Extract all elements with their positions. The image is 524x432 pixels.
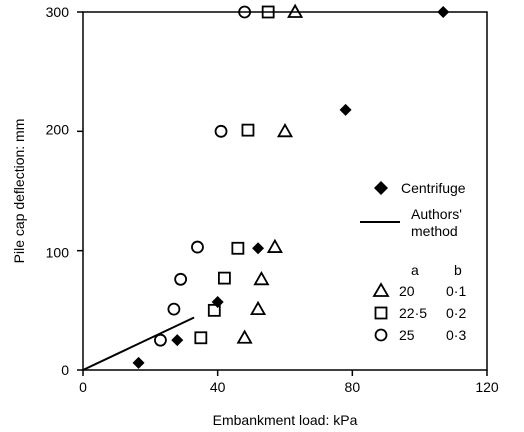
point-centrifuge-0 — [132, 356, 145, 369]
legend: Centrifuge Authors' method a b 20 0·1 22… — [360, 180, 466, 343]
legend-triangle-marker — [372, 282, 390, 297]
legend-row-b-22-5: 0·2 — [446, 305, 466, 321]
point-22-5-4 — [207, 303, 221, 317]
y-tick-label-300: 300 — [46, 4, 70, 20]
point-25-0 — [238, 5, 252, 19]
y-axis-label: Pile cap deflection: mm — [11, 119, 27, 264]
x-axis-label: Embankment load: kPa — [213, 412, 358, 428]
legend-authors-label-line1: Authors' — [411, 206, 462, 222]
legend-header-b: b — [454, 262, 462, 278]
point-22-5-0 — [261, 5, 275, 19]
series-authors-method-line — [82, 316, 195, 371]
point-20-1 — [253, 270, 270, 286]
plot-frame — [82, 11, 488, 371]
data-marks — [82, 3, 450, 371]
y-tick-label-0: 0 — [61, 362, 69, 378]
x-tick-label-40: 40 — [210, 379, 226, 395]
legend-row-a-25: 25 — [399, 327, 415, 343]
point-centrifuge-4 — [339, 103, 352, 116]
x-tick-label-120: 120 — [475, 379, 499, 395]
point-20-2 — [250, 300, 267, 316]
legend-centrifuge-label: Centrifuge — [401, 180, 466, 196]
point-25-1 — [214, 124, 228, 138]
x-tick-label-0: 0 — [79, 379, 87, 395]
point-25-3 — [174, 272, 188, 286]
point-22-5-2 — [231, 241, 245, 255]
point-22-5-1 — [241, 123, 255, 137]
point-25-5 — [154, 333, 167, 347]
point-25-2 — [191, 240, 204, 254]
y-tick-label-200: 200 — [46, 121, 70, 137]
point-20-0 — [266, 238, 283, 253]
legend-row-a-22-5: 22·5 — [399, 305, 427, 321]
legend-authors-label-line2: method — [411, 223, 458, 239]
point-20-3 — [236, 329, 253, 344]
point-20-4 — [276, 123, 294, 138]
point-22-5-3 — [217, 271, 231, 285]
legend-circle-marker — [374, 328, 388, 342]
legend-square-marker — [374, 306, 388, 320]
axis-ticks — [77, 11, 488, 376]
legend-centrifuge-marker — [374, 181, 388, 195]
legend-row-a-20: 20 — [399, 283, 415, 299]
legend-row-b-25: 0·3 — [446, 327, 466, 343]
point-centrifuge-3 — [252, 242, 265, 255]
point-centrifuge-2 — [211, 295, 224, 308]
legend-header-a: a — [411, 262, 419, 278]
point-centrifuge-1 — [171, 334, 184, 347]
y-tick-label-100: 100 — [46, 245, 70, 261]
point-centrifuge-5 — [437, 6, 450, 18]
point-25-4 — [167, 302, 181, 316]
point-22-5-5 — [194, 331, 208, 345]
x-tick-label-80: 80 — [345, 379, 361, 395]
legend-row-b-20: 0·1 — [446, 283, 466, 299]
point-20-5 — [287, 3, 304, 18]
